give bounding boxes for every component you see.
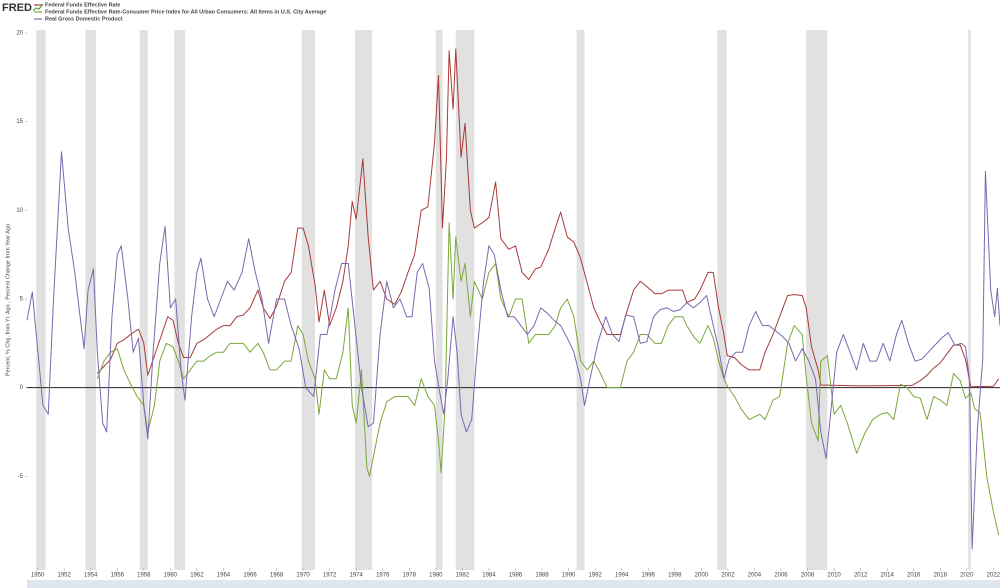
recession-band [806, 30, 828, 570]
y-tick-label: 10 [16, 208, 23, 214]
x-tick-label: 1952 [57, 573, 71, 579]
x-tick-label: 2022 [987, 573, 1000, 579]
y-tick-label: -5 [18, 474, 24, 480]
recession-band [717, 30, 727, 570]
x-tick-label: 1964 [217, 573, 231, 579]
x-tick-label: 2020 [960, 573, 974, 579]
x-tick-label: 1994 [615, 573, 629, 579]
x-tick-label: 2010 [827, 573, 841, 579]
x-tick-label: 1998 [668, 573, 682, 579]
x-tick-label: 1966 [243, 573, 257, 579]
x-tick-label: 1958 [137, 573, 151, 579]
series-line [96, 48, 1000, 388]
x-tick-label: 1960 [164, 573, 178, 579]
legend-label: Real Gross Domestic Product [45, 16, 123, 22]
x-tick-label: 2002 [721, 573, 735, 579]
series-line [26, 151, 1000, 550]
y-tick-label: 5 [20, 297, 24, 303]
y-tick-label: 15 [16, 119, 23, 125]
logo-icon [32, 3, 44, 12]
recession-band [455, 30, 475, 570]
x-tick-label: 1978 [403, 573, 417, 579]
x-tick-label: 1988 [535, 573, 549, 579]
y-axis-label: Percent, % Chg. from Yr. Ago , Percent C… [5, 224, 11, 376]
x-tick-label: 1992 [588, 573, 602, 579]
x-tick-label: 1968 [270, 573, 284, 579]
legend-label: Federal Funds Effective Rate-Consumer Pr… [45, 9, 326, 15]
x-tick-label: 1990 [562, 573, 576, 579]
x-tick-label: 1972 [323, 573, 337, 579]
recession-band [139, 30, 148, 570]
recession-band [354, 30, 373, 570]
x-tick-label: 2004 [748, 573, 762, 579]
recession-band [435, 30, 443, 570]
recession-band [174, 30, 185, 570]
recession-band [85, 30, 97, 570]
recession-band [36, 30, 46, 570]
recession-band [576, 30, 585, 570]
x-tick-label: 1950 [31, 573, 45, 579]
x-tick-label: 2012 [854, 573, 868, 579]
x-tick-label: 1984 [482, 573, 496, 579]
x-tick-label: 1962 [190, 573, 204, 579]
x-tick-label: 1996 [642, 573, 656, 579]
x-tick-label: 1982 [456, 573, 470, 579]
x-tick-label: 1986 [509, 573, 523, 579]
x-tick-label: 1980 [429, 573, 443, 579]
series-line [96, 222, 1000, 535]
recession-band [968, 30, 971, 570]
x-tick-label: 2018 [934, 573, 948, 579]
x-tick-label: 2008 [801, 573, 815, 579]
legend-label: Federal Funds Effective Rate [45, 2, 121, 8]
navigator [27, 580, 1000, 588]
x-tick-label: 1956 [111, 573, 125, 579]
x-tick-label: 1976 [376, 573, 390, 579]
x-tick-label: 2016 [907, 573, 921, 579]
logo: FRED [2, 2, 32, 14]
y-tick-label: 0 [20, 385, 24, 391]
x-tick-label: 2006 [774, 573, 788, 579]
x-tick-label: 2014 [880, 573, 894, 579]
recession-band [301, 30, 316, 570]
x-tick-label: 1954 [84, 573, 98, 579]
x-tick-label: 2000 [695, 573, 709, 579]
y-tick-label: 20 [16, 31, 23, 37]
x-tick-label: 1974 [350, 573, 364, 579]
x-tick-label: 1970 [296, 573, 310, 579]
